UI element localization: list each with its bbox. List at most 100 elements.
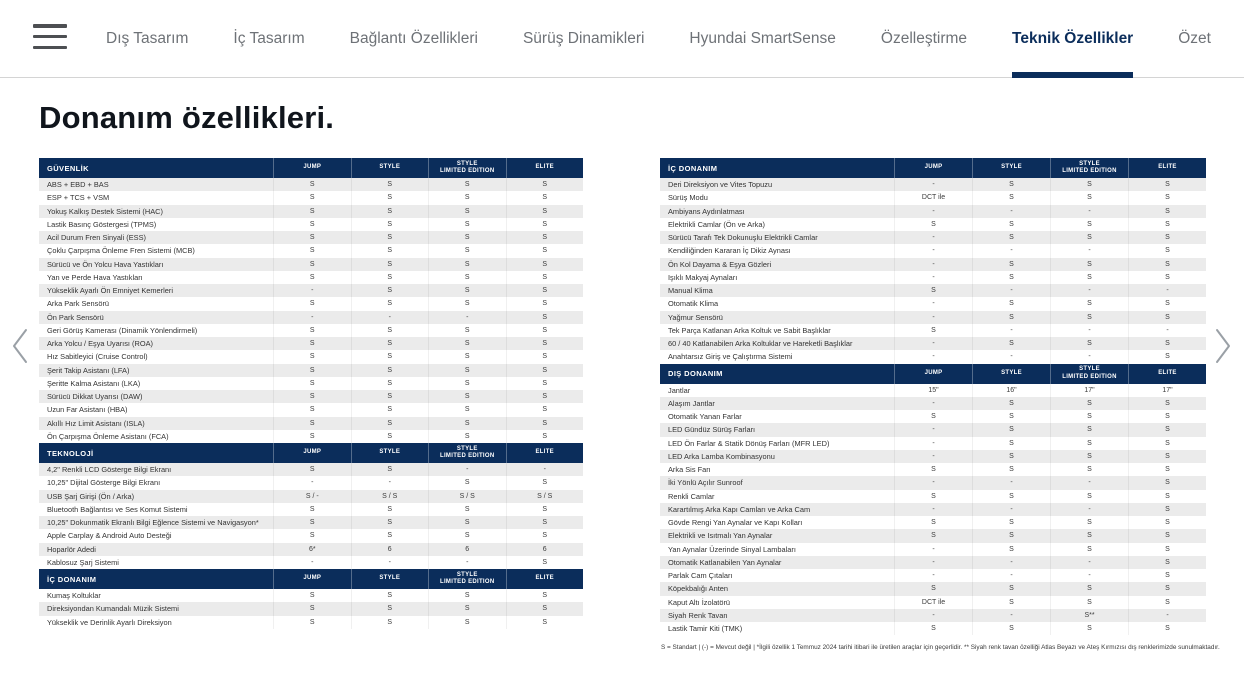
- feature-label: Deri Direksiyon ve Vites Topuzu: [668, 180, 773, 190]
- feature-value: S: [1050, 178, 1128, 192]
- feature-label: Arka Park Sensörü: [47, 299, 110, 309]
- feature-value: S: [428, 476, 506, 490]
- feature-value: -: [894, 608, 972, 622]
- tab-dis-tasarim[interactable]: Dış Tasarım: [106, 30, 189, 47]
- feature-value: S: [428, 589, 506, 603]
- feature-value: -: [972, 555, 1050, 569]
- feature-value: 6: [350, 542, 429, 556]
- feature-value: S: [505, 602, 584, 616]
- feature-value: -: [350, 310, 429, 324]
- feature-label: Kendiliğinden Kararan İç Dikiz Aynası: [668, 246, 791, 256]
- feature-value: -: [894, 502, 972, 516]
- table-row: Sürücü Dikkat Uyarısı (DAW) S S S S: [39, 390, 583, 404]
- feature-value: 17": [1128, 383, 1206, 397]
- table-row: Yükseklik ve Derinlik Ayarlı Direksiyon S…: [39, 615, 583, 629]
- feature-label: Anahtarsız Giriş ve Çalıştırma Sistemi: [668, 352, 793, 362]
- feature-value: S: [350, 615, 429, 629]
- feature-value: S: [894, 516, 972, 530]
- feature-value: -: [894, 270, 972, 284]
- feature-value: S: [350, 217, 429, 231]
- tab-baglanti-ozellikleri[interactable]: Bağlantı Özellikleri: [349, 30, 478, 47]
- table-row: Çoklu Çarpışma Önleme Fren Sistemi (MCB)…: [39, 244, 583, 258]
- feature-label: ABS + EBD + BAS: [47, 180, 109, 190]
- feature-label: Lastik Basınç Göstergesi (TPMS): [47, 219, 157, 229]
- tab-hyundai-smartsense[interactable]: Hyundai SmartSense: [689, 30, 836, 47]
- feature-value: S: [1128, 489, 1206, 503]
- feature-label: Apple Carplay & Android Auto Desteği: [47, 531, 172, 541]
- next-page-button[interactable]: [1208, 324, 1238, 368]
- feature-label: Elektrikli Camlar (Ön ve Arka): [668, 219, 765, 229]
- table-row: ABS + EBD + BAS S S S S: [39, 178, 583, 192]
- feature-value: S: [972, 436, 1050, 450]
- feature-value: S: [1050, 529, 1128, 543]
- feature-value: S: [428, 350, 506, 364]
- feature-label: ESP + TCS + VSM: [47, 193, 110, 203]
- nav-tabs: Dış Tasarım İç Tasarım Bağlantı Özellikler…: [106, 0, 1211, 78]
- feature-value: S: [1128, 350, 1206, 364]
- feature-value: -: [505, 463, 584, 477]
- page-title: Donanım özellikleri.: [39, 100, 335, 135]
- feature-value: S: [428, 297, 506, 311]
- table-row: 4,2" Renkli LCD Gösterge Bilgi Ekranı S S -…: [39, 463, 584, 477]
- feature-value: DCT ile: [894, 191, 972, 205]
- feature-value: -: [1128, 608, 1206, 622]
- feature-value: S: [350, 429, 429, 443]
- feature-value: -: [972, 476, 1050, 490]
- feature-value: S: [1128, 555, 1206, 569]
- equipment-table-left: GÜVENLİK JUMP STYLE STYLE LIMITED EDITION ELI…: [39, 158, 583, 629]
- feature-value: S: [273, 403, 351, 417]
- feature-value: S: [1128, 569, 1206, 583]
- feature-value: S: [273, 297, 351, 311]
- hamburger-menu-icon[interactable]: [33, 24, 67, 49]
- feature-label: Alaşım Jantlar: [668, 398, 715, 408]
- feature-value: -: [894, 337, 972, 351]
- tab-ozellestirme[interactable]: Özelleştirme: [880, 30, 968, 47]
- table-row: Hoparlör Adedi 6* 6 6 6: [39, 542, 583, 556]
- feature-value: S: [428, 429, 506, 443]
- feature-value: S: [505, 297, 584, 311]
- feature-value: S: [273, 376, 351, 390]
- feature-value: S: [273, 529, 351, 543]
- table-row: Akıllı Hız Limit Asistanı (ISLA) S S S S: [39, 416, 583, 430]
- feature-value: S: [505, 529, 584, 543]
- feature-value: S: [1050, 337, 1128, 351]
- feature-value: DCT ile: [894, 595, 972, 609]
- column-header-elite: ELITE: [505, 569, 584, 589]
- feature-value: S: [273, 257, 351, 271]
- feature-value: 15": [894, 383, 972, 397]
- feature-value: S: [428, 615, 506, 629]
- feature-label: Yan ve Perde Hava Yastıkları: [47, 272, 143, 282]
- feature-label: Lastik Tamir Kiti (TMK): [668, 624, 743, 634]
- feature-value: S: [428, 323, 506, 337]
- table-row: 10,25" Dokunmatik Ekranlı Bilgi Eğlence …: [39, 516, 583, 530]
- feature-value: S: [972, 622, 1050, 636]
- table-row: Şerit Takip Asistanı (LFA) S S S S: [39, 363, 583, 377]
- feature-value: S: [1050, 396, 1128, 410]
- feature-label: 4,2" Renkli LCD Gösterge Bilgi Ekranı: [47, 465, 172, 475]
- feature-value: S: [1128, 217, 1206, 231]
- tab-teknik-ozellikler[interactable]: Teknik Özellikler: [1012, 0, 1134, 78]
- column-header-style: STYLE: [350, 569, 429, 589]
- feature-value: S: [972, 449, 1050, 463]
- feature-value: -: [972, 244, 1050, 258]
- feature-label: LED Arka Lamba Kombinasyonu: [668, 451, 775, 461]
- feature-value: S: [1128, 595, 1206, 609]
- table-row: Apple Carplay & Android Auto Desteği S S S S: [39, 529, 584, 543]
- feature-value: S: [428, 390, 506, 404]
- table-row: İki Yönlü Açılır Sunroof - - - S: [660, 476, 1206, 490]
- feature-value: S: [1128, 178, 1206, 192]
- feature-label: Manual Klima: [668, 286, 713, 296]
- table-row: Arka Park Sensörü S S S S: [39, 297, 584, 311]
- feature-label: Yokuş Kalkış Destek Sistemi (HAC): [47, 206, 163, 216]
- feature-value: -: [972, 350, 1050, 364]
- tab-ozet[interactable]: Özet: [1178, 30, 1211, 47]
- column-header-jump: JUMP: [273, 158, 351, 178]
- previous-page-button[interactable]: [5, 324, 35, 368]
- feature-value: S: [505, 589, 584, 603]
- tab-ic-tasarim[interactable]: İç Tasarım: [233, 30, 305, 47]
- feature-value: S: [350, 257, 429, 271]
- feature-value: S: [350, 529, 429, 543]
- tab-surus-dinamikleri[interactable]: Sürüş Dinamikleri: [522, 30, 645, 47]
- feature-value: S: [505, 191, 584, 205]
- section-title: İÇ DONANIM: [668, 163, 718, 173]
